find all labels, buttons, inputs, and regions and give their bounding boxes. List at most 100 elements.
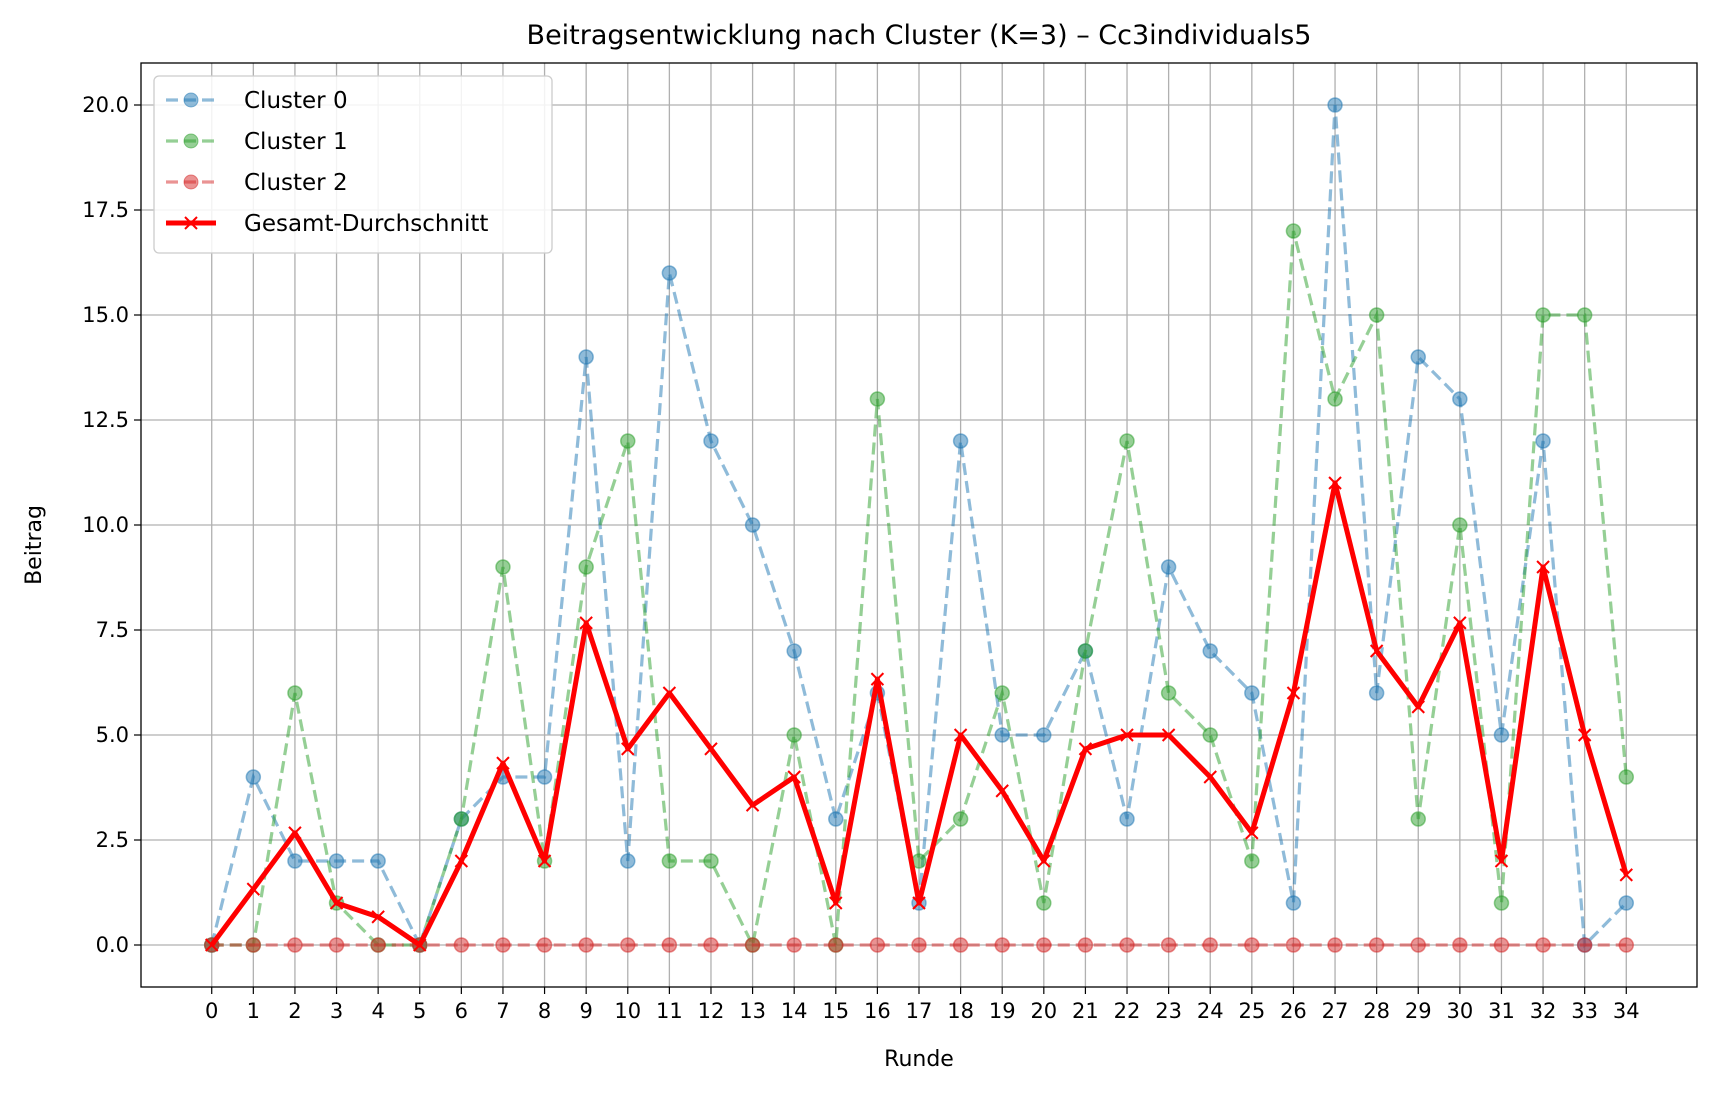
data-point	[1619, 868, 1633, 882]
data-point	[1452, 937, 1468, 953]
data-point	[1037, 854, 1051, 868]
data-point	[1535, 937, 1551, 953]
data-point	[454, 854, 469, 868]
data-point	[661, 937, 678, 953]
data-point	[453, 937, 470, 953]
y-tick-label: 5.0	[96, 723, 129, 747]
data-point	[744, 937, 761, 953]
data-point	[578, 559, 594, 575]
data-point	[952, 811, 969, 827]
x-tick-label: 24	[1197, 999, 1224, 1023]
data-point	[1368, 685, 1385, 701]
data-point	[1119, 433, 1135, 449]
data-point	[579, 616, 593, 630]
data-point	[1493, 727, 1510, 743]
x-tick-label: 25	[1238, 999, 1265, 1023]
data-point	[1410, 349, 1427, 365]
series-gesamt-durchschnitt	[205, 476, 1633, 952]
data-point	[245, 937, 262, 953]
y-tick-label: 7.5	[96, 618, 129, 642]
data-point	[1327, 391, 1343, 407]
legend-marker	[183, 174, 199, 190]
data-point	[370, 937, 386, 953]
data-point	[1618, 937, 1635, 953]
data-point	[1410, 811, 1427, 827]
data-point	[787, 770, 801, 784]
legend-marker	[184, 216, 198, 230]
data-point	[371, 910, 385, 924]
data-point	[1119, 811, 1135, 827]
data-point	[1078, 742, 1093, 756]
legend-label: Cluster 2	[244, 170, 348, 196]
data-point	[1618, 769, 1635, 785]
data-point	[1368, 307, 1385, 323]
legend-label: Gesamt-Durchschnitt	[244, 211, 488, 237]
data-point	[495, 937, 511, 953]
x-tick-label: 0	[205, 999, 218, 1023]
x-tick-label: 5	[413, 999, 426, 1023]
data-point	[1161, 728, 1176, 742]
data-point	[578, 937, 594, 953]
data-point	[1369, 644, 1384, 658]
data-point	[620, 853, 636, 869]
y-tick-label: 0.0	[96, 933, 129, 957]
x-tick-label: 31	[1488, 999, 1515, 1023]
data-point	[245, 769, 262, 785]
x-tick-label: 12	[698, 999, 725, 1023]
x-tick-label: 16	[864, 999, 891, 1023]
data-point	[1244, 937, 1260, 953]
data-point	[1368, 937, 1385, 953]
data-point	[621, 742, 635, 756]
y-axis-label: Beitrag	[22, 505, 47, 585]
data-point	[1452, 391, 1468, 407]
y-tick-label: 20.0	[82, 93, 129, 117]
data-point	[745, 798, 760, 812]
data-point	[1077, 937, 1094, 953]
data-point	[995, 784, 1009, 798]
data-point	[661, 265, 678, 281]
data-point	[1410, 937, 1427, 953]
data-point	[703, 937, 719, 953]
data-point	[1286, 686, 1301, 700]
data-point	[495, 559, 511, 575]
legend: Cluster 0 Cluster 1 Cluster 2 Gesamt-Durchs…	[153, 75, 553, 254]
data-point	[704, 742, 718, 756]
x-tick-label: 32	[1530, 999, 1557, 1023]
data-point	[1202, 643, 1218, 659]
data-point	[703, 433, 719, 449]
x-tick-label: 7	[496, 999, 509, 1023]
x-tick-label: 14	[781, 999, 808, 1023]
data-point	[1493, 895, 1510, 911]
data-point	[1493, 937, 1510, 953]
data-point	[786, 643, 802, 659]
y-tick-label: 17.5	[82, 198, 129, 222]
data-point	[1160, 559, 1177, 575]
data-point	[661, 853, 678, 869]
data-point	[1120, 728, 1134, 742]
x-axis-label: Runde	[884, 1047, 954, 1072]
y-tick-label: 2.5	[96, 828, 129, 852]
data-point	[1494, 854, 1509, 868]
data-point	[1535, 433, 1551, 449]
data-point	[287, 685, 303, 701]
axis-ticks: 0 1 2 3 4 5 6 7 8 9 10 11 12 13 14 15 16 17 18 19 20 21 22 23 24…	[82, 93, 1639, 1023]
x-tick-label: 34	[1613, 999, 1640, 1023]
data-point	[994, 685, 1010, 701]
x-tick-label: 20	[1030, 999, 1057, 1023]
series-line	[211, 230, 1628, 950]
legend-label: Cluster 0	[244, 88, 348, 114]
plot-series	[203, 97, 1635, 953]
data-point	[829, 896, 843, 910]
data-point	[953, 728, 968, 742]
y-tick-label: 15.0	[82, 303, 129, 327]
data-point	[1411, 700, 1425, 714]
data-point	[1576, 307, 1593, 323]
data-point	[1160, 685, 1177, 701]
data-point	[786, 727, 802, 743]
x-tick-label: 33	[1571, 999, 1598, 1023]
data-point	[911, 937, 927, 953]
data-point	[994, 937, 1010, 953]
data-point	[205, 938, 219, 952]
data-point	[287, 853, 303, 869]
